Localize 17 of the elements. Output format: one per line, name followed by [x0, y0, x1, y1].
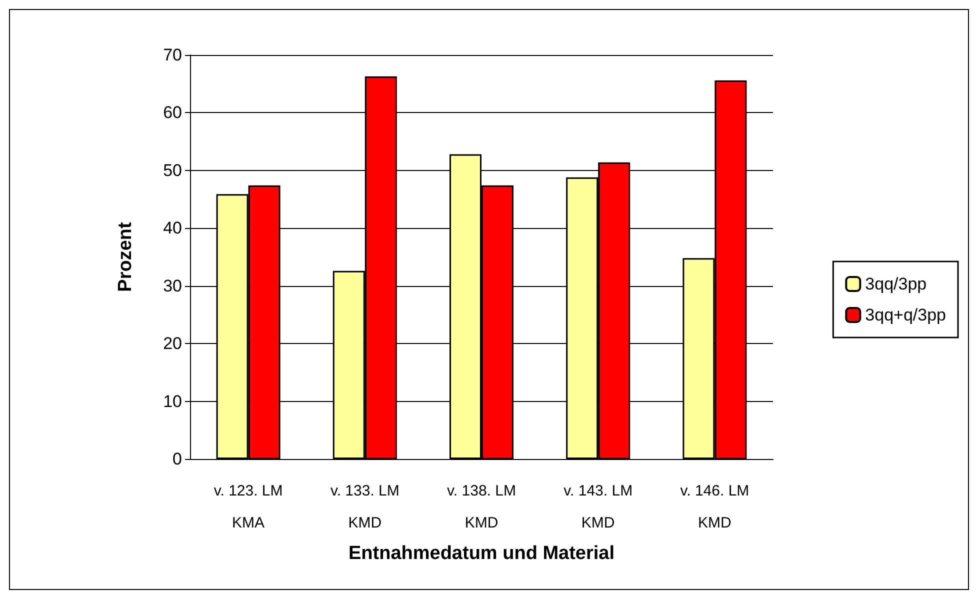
legend-label: 3qq+q/3pp: [865, 306, 946, 324]
y-tick-label: 70: [163, 46, 182, 64]
y-tick-label: 10: [163, 392, 182, 411]
y-tick-label: 40: [163, 218, 182, 238]
y-tick-label: 60: [163, 103, 182, 122]
x-tick-label: v. 143. LM KMD: [564, 482, 633, 532]
x-tick-label: v. 133. LM KMD: [330, 482, 400, 532]
y-axis-title: Prozent: [115, 222, 136, 292]
y-tick-label: 0: [172, 450, 182, 468]
y-tick-label: 50: [163, 160, 182, 180]
x-tick-label: v. 138. LM KMD: [447, 482, 516, 532]
x-axis-title: Entnahmedatum und Material: [348, 542, 615, 564]
x-tick-label: v. 123. LM KMA: [214, 482, 283, 532]
y-tick-label: 30: [163, 276, 182, 296]
x-tick-label: v. 146. LM KMD: [680, 482, 750, 532]
y-tick-label: 20: [163, 334, 182, 354]
legend-label: 3qq/3pp: [865, 274, 927, 294]
